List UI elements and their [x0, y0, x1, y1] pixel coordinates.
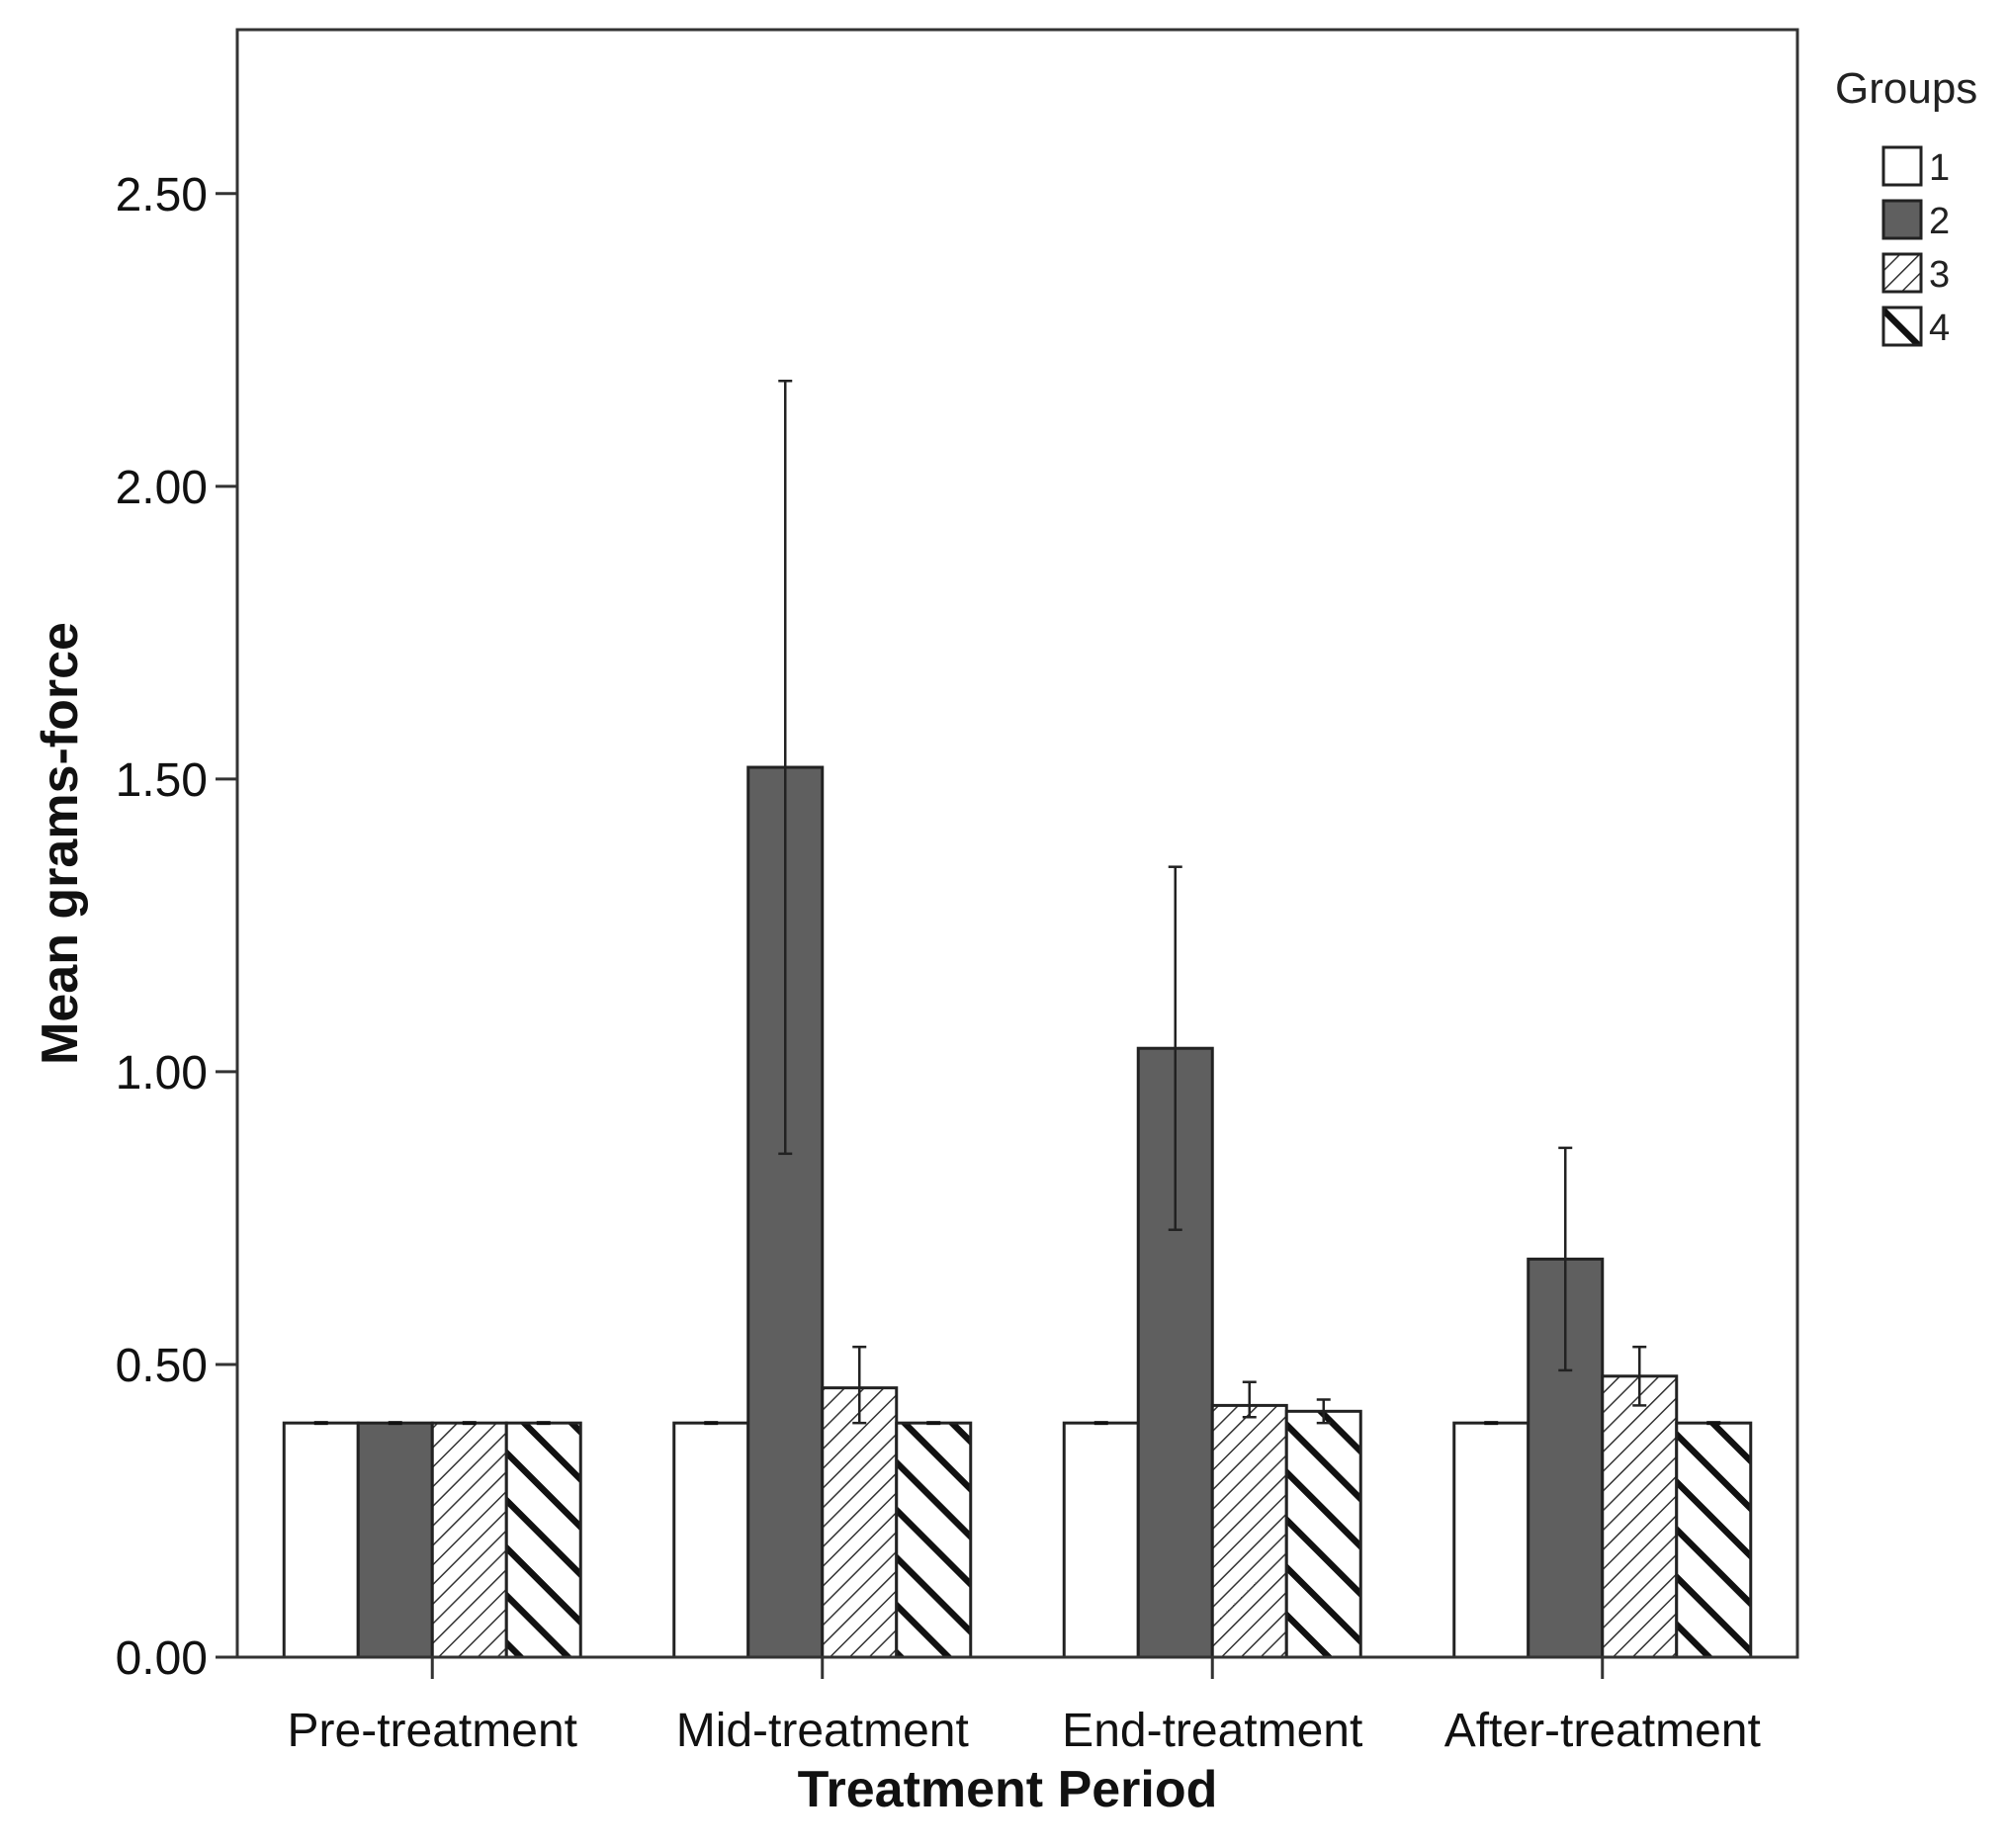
x-tick-label: End-treatment [1062, 1705, 1362, 1757]
legend-label-group-3: 3 [1929, 254, 1950, 296]
y-tick-label: 1.00 [116, 1047, 208, 1100]
y-tick-label: 1.50 [116, 754, 208, 807]
bar-mid-treatment-group-1 [672, 1421, 750, 1659]
legend: Groups 1 2 3 4 [1835, 64, 1977, 349]
y-tick-label: 0.00 [116, 1632, 208, 1685]
x-tick-label: After-treatment [1444, 1705, 1761, 1757]
x-axis-ticks: Pre-treatment Mid-treatment End-treatment A… [288, 1657, 1761, 1757]
y-tick-label: 2.50 [116, 169, 208, 221]
bar-end-treatment-group-1 [1062, 1421, 1140, 1659]
plot-frame [235, 28, 1799, 1659]
legend-swatch-group-2 [1881, 199, 1923, 240]
legend-title: Groups [1835, 64, 1977, 113]
y-tick-label: 2.00 [116, 462, 208, 514]
bar-pre-treatment-group-4 [504, 1421, 582, 1659]
bar-end-treatment-group-4 [1284, 1409, 1362, 1659]
legend-label-group-4: 4 [1929, 308, 1950, 349]
y-axis-title: Mean grams-force [32, 622, 89, 1065]
bar-mid-treatment-group-4 [895, 1421, 973, 1659]
error-bars-layer [313, 380, 1721, 1426]
legend-swatch-group-3 [1881, 252, 1923, 294]
bar-pre-treatment-group-1 [282, 1421, 360, 1659]
y-axis-ticks: 0.00 0.50 1.00 1.50 2.00 2.50 [116, 169, 237, 1685]
bar-end-treatment-group-3 [1210, 1403, 1288, 1659]
bar-after-treatment-group-1 [1452, 1421, 1530, 1659]
legend-swatch-group-4 [1881, 306, 1923, 347]
bar-pre-treatment-group-3 [430, 1421, 508, 1659]
legend-label-group-1: 1 [1929, 147, 1950, 189]
legend-label-group-2: 2 [1929, 201, 1950, 242]
bar-after-treatment-group-4 [1675, 1421, 1753, 1659]
legend-swatch-group-1 [1881, 145, 1923, 187]
x-tick-label: Pre-treatment [288, 1705, 577, 1757]
bar-after-treatment-group-3 [1601, 1374, 1679, 1659]
bars-layer [282, 765, 1753, 1659]
x-axis-title: Treatment Period [798, 1761, 1218, 1818]
y-tick-label: 0.50 [116, 1340, 208, 1392]
bar-pre-treatment-group-2 [356, 1421, 434, 1659]
bar-mid-treatment-group-3 [821, 1386, 899, 1659]
x-tick-label: Mid-treatment [676, 1705, 969, 1757]
